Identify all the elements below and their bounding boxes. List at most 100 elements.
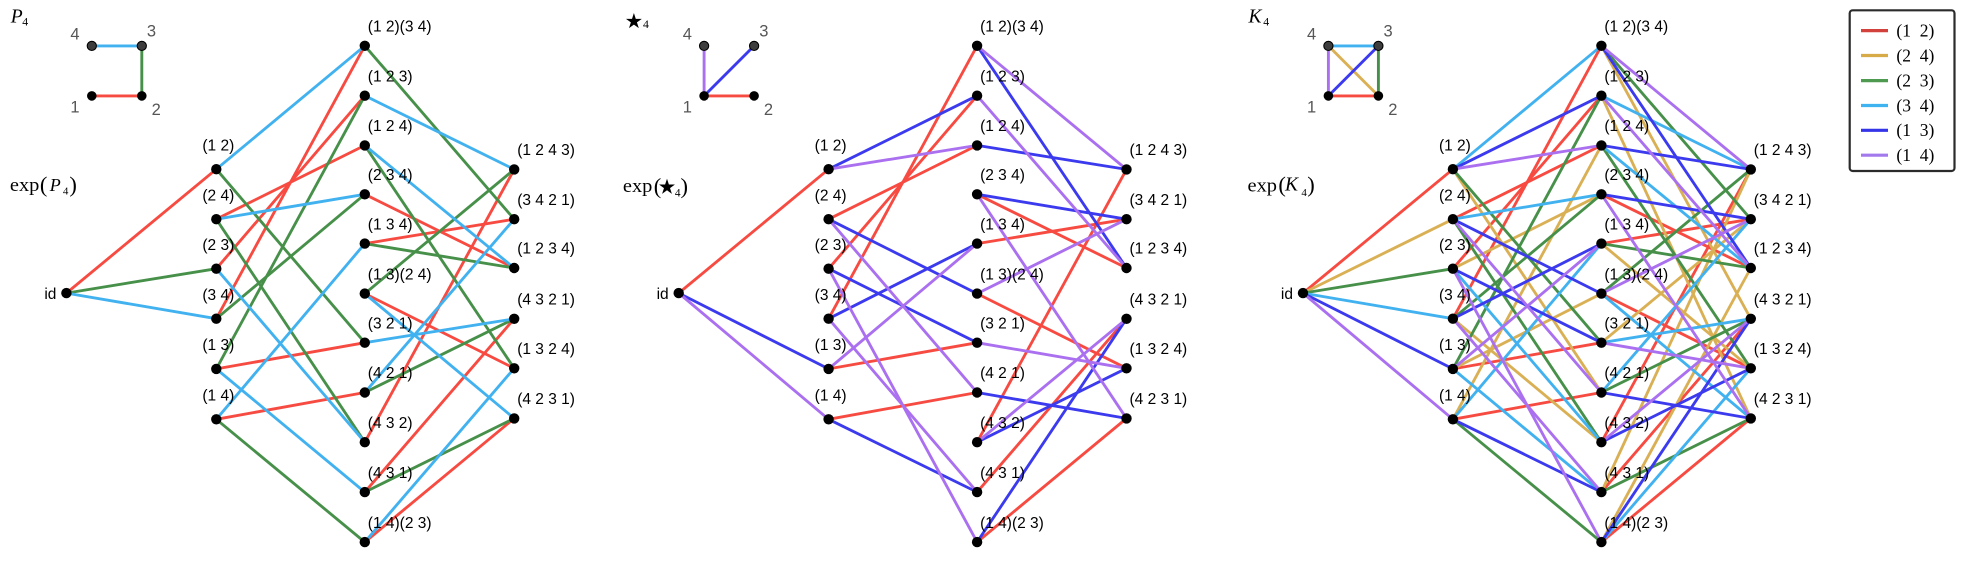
svg-text:(2 3): (2 3) — [815, 237, 847, 254]
svg-text:(1 2 3): (1 2 3) — [1604, 68, 1649, 85]
svg-text:id: id — [44, 286, 56, 303]
svg-text:exp: exp — [10, 175, 40, 196]
svg-text:(1 3): (1 3) — [202, 337, 234, 354]
svg-text:(2 4): (2 4) — [1439, 187, 1471, 204]
svg-text:(1 2)(3 4): (1 2)(3 4) — [980, 19, 1044, 36]
svg-text:(1 2 4): (1 2 4) — [1604, 118, 1649, 135]
svg-text:(1 2 3 4): (1 2 3 4) — [1754, 241, 1812, 258]
svg-text:(1 2 3): (1 2 3) — [368, 68, 413, 85]
svg-text:1: 1 — [683, 98, 692, 116]
svg-text:(1 3): (1 3) — [1439, 337, 1471, 354]
svg-text:(1 2): (1 2) — [815, 137, 847, 154]
svg-text:(1 2): (1 2) — [1439, 137, 1471, 154]
svg-text:exp: exp — [623, 176, 653, 197]
svg-text:(3 2 1): (3 2 1) — [980, 315, 1025, 332]
svg-text:(4 2 1): (4 2 1) — [368, 365, 413, 382]
svg-text:(1 4): (1 4) — [1896, 145, 1934, 165]
svg-text:(4 2 1): (4 2 1) — [980, 365, 1025, 382]
svg-text:4: 4 — [1307, 26, 1316, 44]
svg-text:id: id — [1281, 286, 1293, 303]
svg-text:(1 3 2 4): (1 3 2 4) — [517, 341, 575, 358]
svg-text:K: K — [1284, 175, 1299, 196]
svg-text:4: 4 — [70, 26, 79, 44]
svg-text:2: 2 — [764, 101, 773, 119]
svg-text:(2 3 4): (2 3 4) — [980, 167, 1025, 184]
svg-text:(1 2): (1 2) — [202, 137, 234, 154]
svg-text:(3 4): (3 4) — [1896, 95, 1934, 115]
svg-text:(1 3)(2 4): (1 3)(2 4) — [1604, 266, 1668, 283]
svg-text:(4 3 2): (4 3 2) — [368, 415, 413, 432]
svg-text:(2 3 4): (2 3 4) — [1604, 167, 1649, 184]
svg-text:2: 2 — [152, 101, 161, 119]
svg-text:(1 3 4): (1 3 4) — [980, 216, 1025, 233]
svg-text:(1 3)(2 4): (1 3)(2 4) — [980, 266, 1044, 283]
svg-text:(1 2 3): (1 2 3) — [980, 68, 1025, 85]
svg-text:(1 3): (1 3) — [815, 337, 847, 354]
svg-text:): ) — [69, 172, 77, 197]
svg-text:exp: exp — [1248, 175, 1278, 196]
svg-text:(4 2 3 1): (4 2 3 1) — [1130, 391, 1188, 408]
svg-text:(4 3 2 1): (4 3 2 1) — [517, 292, 575, 309]
svg-text:(1 2): (1 2) — [1896, 20, 1934, 40]
svg-text:(2 3): (2 3) — [202, 237, 234, 254]
svg-text:(1 3): (1 3) — [1896, 120, 1934, 140]
svg-text:(3 2 1): (3 2 1) — [368, 315, 413, 332]
svg-text:4: 4 — [643, 17, 649, 31]
svg-text:(1 3 4): (1 3 4) — [368, 216, 413, 233]
svg-text:(3 4 2 1): (3 4 2 1) — [517, 192, 575, 209]
svg-text:(1 4)(2 3): (1 4)(2 3) — [1604, 515, 1668, 532]
svg-text:): ) — [1307, 172, 1315, 197]
svg-text:(: ( — [654, 173, 662, 198]
svg-text:(3 4): (3 4) — [202, 287, 234, 304]
svg-text:(1 2 3 4): (1 2 3 4) — [517, 241, 575, 258]
svg-text:(4 2 3 1): (4 2 3 1) — [517, 391, 575, 408]
svg-text:(1 2 4 3): (1 2 4 3) — [517, 142, 575, 159]
svg-text:(1 4): (1 4) — [202, 388, 234, 405]
svg-text:4: 4 — [1263, 15, 1269, 29]
svg-text:P: P — [10, 7, 23, 28]
svg-text:(1 3 2 4): (1 3 2 4) — [1130, 341, 1188, 358]
svg-text:4: 4 — [1301, 187, 1307, 199]
svg-text:(: ( — [1278, 172, 1286, 197]
svg-text:(3 4 2 1): (3 4 2 1) — [1754, 192, 1812, 209]
svg-text:1: 1 — [70, 98, 79, 116]
svg-text:(1 2)(3 4): (1 2)(3 4) — [1604, 19, 1668, 36]
svg-text:1: 1 — [1307, 98, 1316, 116]
svg-text:(4 3 2 1): (4 3 2 1) — [1754, 292, 1812, 309]
svg-text:(1 2 4 3): (1 2 4 3) — [1754, 142, 1812, 159]
svg-text:4: 4 — [675, 187, 681, 199]
svg-text:(3 4): (3 4) — [815, 287, 847, 304]
svg-text:(4 3 1): (4 3 1) — [980, 465, 1025, 482]
svg-text:3: 3 — [147, 23, 156, 41]
svg-text:(4 3 2): (4 3 2) — [980, 415, 1025, 432]
svg-text:(4 3 1): (4 3 1) — [368, 465, 413, 482]
svg-text:3: 3 — [759, 23, 768, 41]
svg-text:K: K — [1248, 6, 1263, 27]
svg-text:(3 4): (3 4) — [1439, 287, 1471, 304]
svg-text:(4 3 1): (4 3 1) — [1604, 465, 1649, 482]
svg-text:(2 3 4): (2 3 4) — [368, 167, 413, 184]
svg-text:(2 4): (2 4) — [815, 187, 847, 204]
svg-text:3: 3 — [1384, 23, 1393, 41]
svg-text:id: id — [657, 286, 669, 303]
svg-text:(4 3 2 1): (4 3 2 1) — [1130, 292, 1188, 309]
svg-text:(2 4): (2 4) — [202, 187, 234, 204]
svg-text:(1 2)(3 4): (1 2)(3 4) — [368, 19, 432, 36]
svg-text:P: P — [49, 175, 61, 195]
svg-text:(2 3): (2 3) — [1896, 70, 1934, 90]
svg-text:(4 2 3 1): (4 2 3 1) — [1754, 391, 1812, 408]
svg-text:): ) — [681, 173, 689, 198]
svg-text:(1 4)(2 3): (1 4)(2 3) — [980, 515, 1044, 532]
svg-text:(3 4 2 1): (3 4 2 1) — [1130, 192, 1188, 209]
svg-text:(1 2 3 4): (1 2 3 4) — [1130, 241, 1188, 258]
svg-text:(1 3 2 4): (1 3 2 4) — [1754, 341, 1812, 358]
svg-text:4: 4 — [683, 26, 692, 44]
svg-text:(1 3 4): (1 3 4) — [1604, 216, 1649, 233]
svg-text:(1 2 4): (1 2 4) — [980, 118, 1025, 135]
svg-text:(2 4): (2 4) — [1896, 45, 1934, 65]
svg-text:4: 4 — [22, 15, 28, 29]
svg-text:(1 4): (1 4) — [815, 388, 847, 405]
svg-text:4: 4 — [63, 185, 69, 197]
svg-text:(2 3): (2 3) — [1439, 237, 1471, 254]
svg-text:(1 2 4 3): (1 2 4 3) — [1130, 142, 1188, 159]
